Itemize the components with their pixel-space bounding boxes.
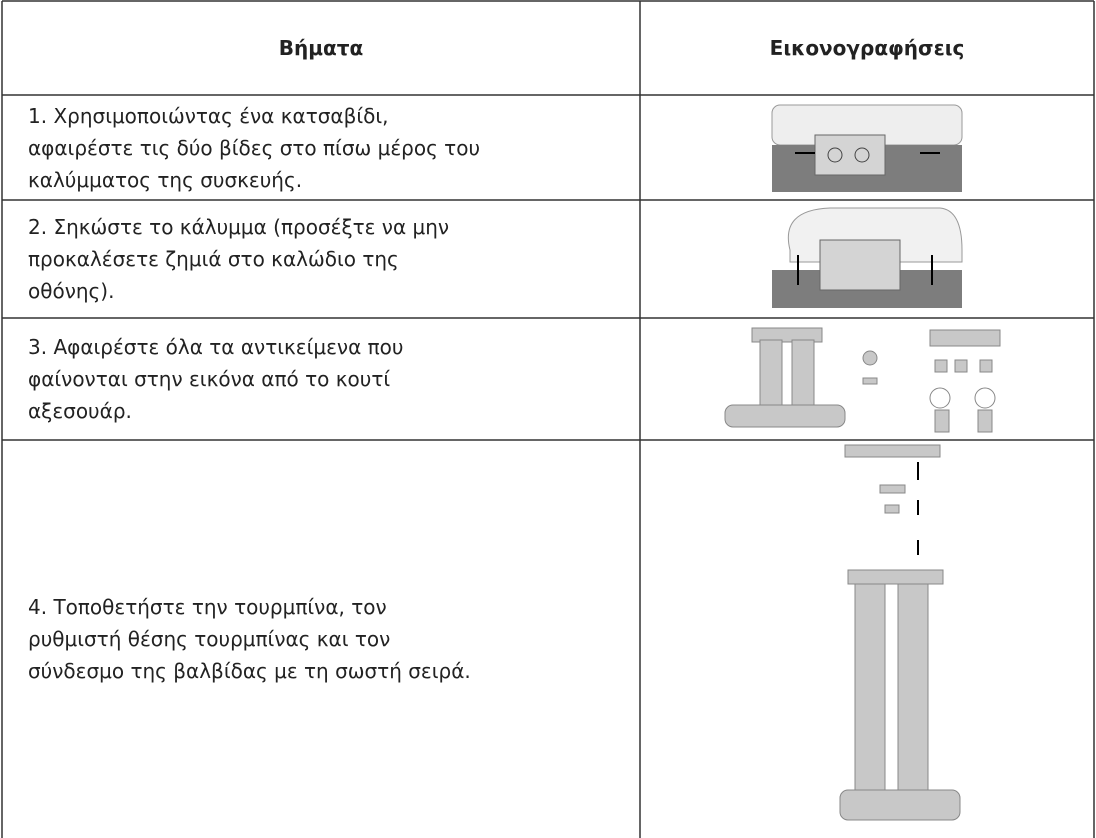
step-cell: 4. Τοποθετήστε την τουρμπίνα, τον ρυθμιστ…	[28, 440, 628, 838]
step-line: προκαλέσετε ζημιά στο καλώδιο της	[28, 247, 399, 271]
illustration-4	[839, 444, 961, 821]
step-cell: 3. Αφαιρέστε όλα τα αντικείμενα που φαίνο…	[28, 318, 628, 440]
illustration-2	[772, 207, 963, 308]
step-line: αξεσουάρ.	[28, 399, 132, 423]
illustration-1	[771, 104, 963, 192]
header-cell: Εικονογραφήσεις	[769, 36, 965, 60]
step-line: 1. Χρησιμοποιώντας ένα κατσαβίδι,	[28, 103, 389, 128]
step-cell: 1. Χρησιμοποιώντας ένα κατσαβίδι, αφαιρέσ…	[28, 95, 628, 200]
step-line: σύνδεσμο της βαλβίδας με τη σωστή σειρά.	[28, 659, 471, 683]
header-cell: Βήματα	[278, 36, 364, 60]
step-line: 3. Αφαιρέστε όλα τα αντικείμενα που	[28, 335, 404, 359]
step-line: οθόνης).	[28, 279, 115, 303]
step-line: αφαιρέστε τις δύο βίδες στο πίσω μέρος τ…	[28, 135, 481, 160]
step-line: 4. Τοποθετήστε την τουρμπίνα, τον	[28, 595, 387, 619]
step-cell: 2. Σηκώστε το κάλυμμα (προσέξτε να μην πρ…	[28, 200, 628, 318]
step-line: 2. Σηκώστε το κάλυμμα (προσέξτε να μην	[28, 215, 450, 239]
step-line: καλύμματος της συσκευής.	[28, 167, 303, 192]
illustration-3	[724, 327, 1001, 433]
step-line: φαίνονται στην εικόνα από το κουτί	[28, 367, 391, 391]
step-line: ρυθμιστή θέσης τουρμπίνας και τον	[28, 627, 391, 651]
